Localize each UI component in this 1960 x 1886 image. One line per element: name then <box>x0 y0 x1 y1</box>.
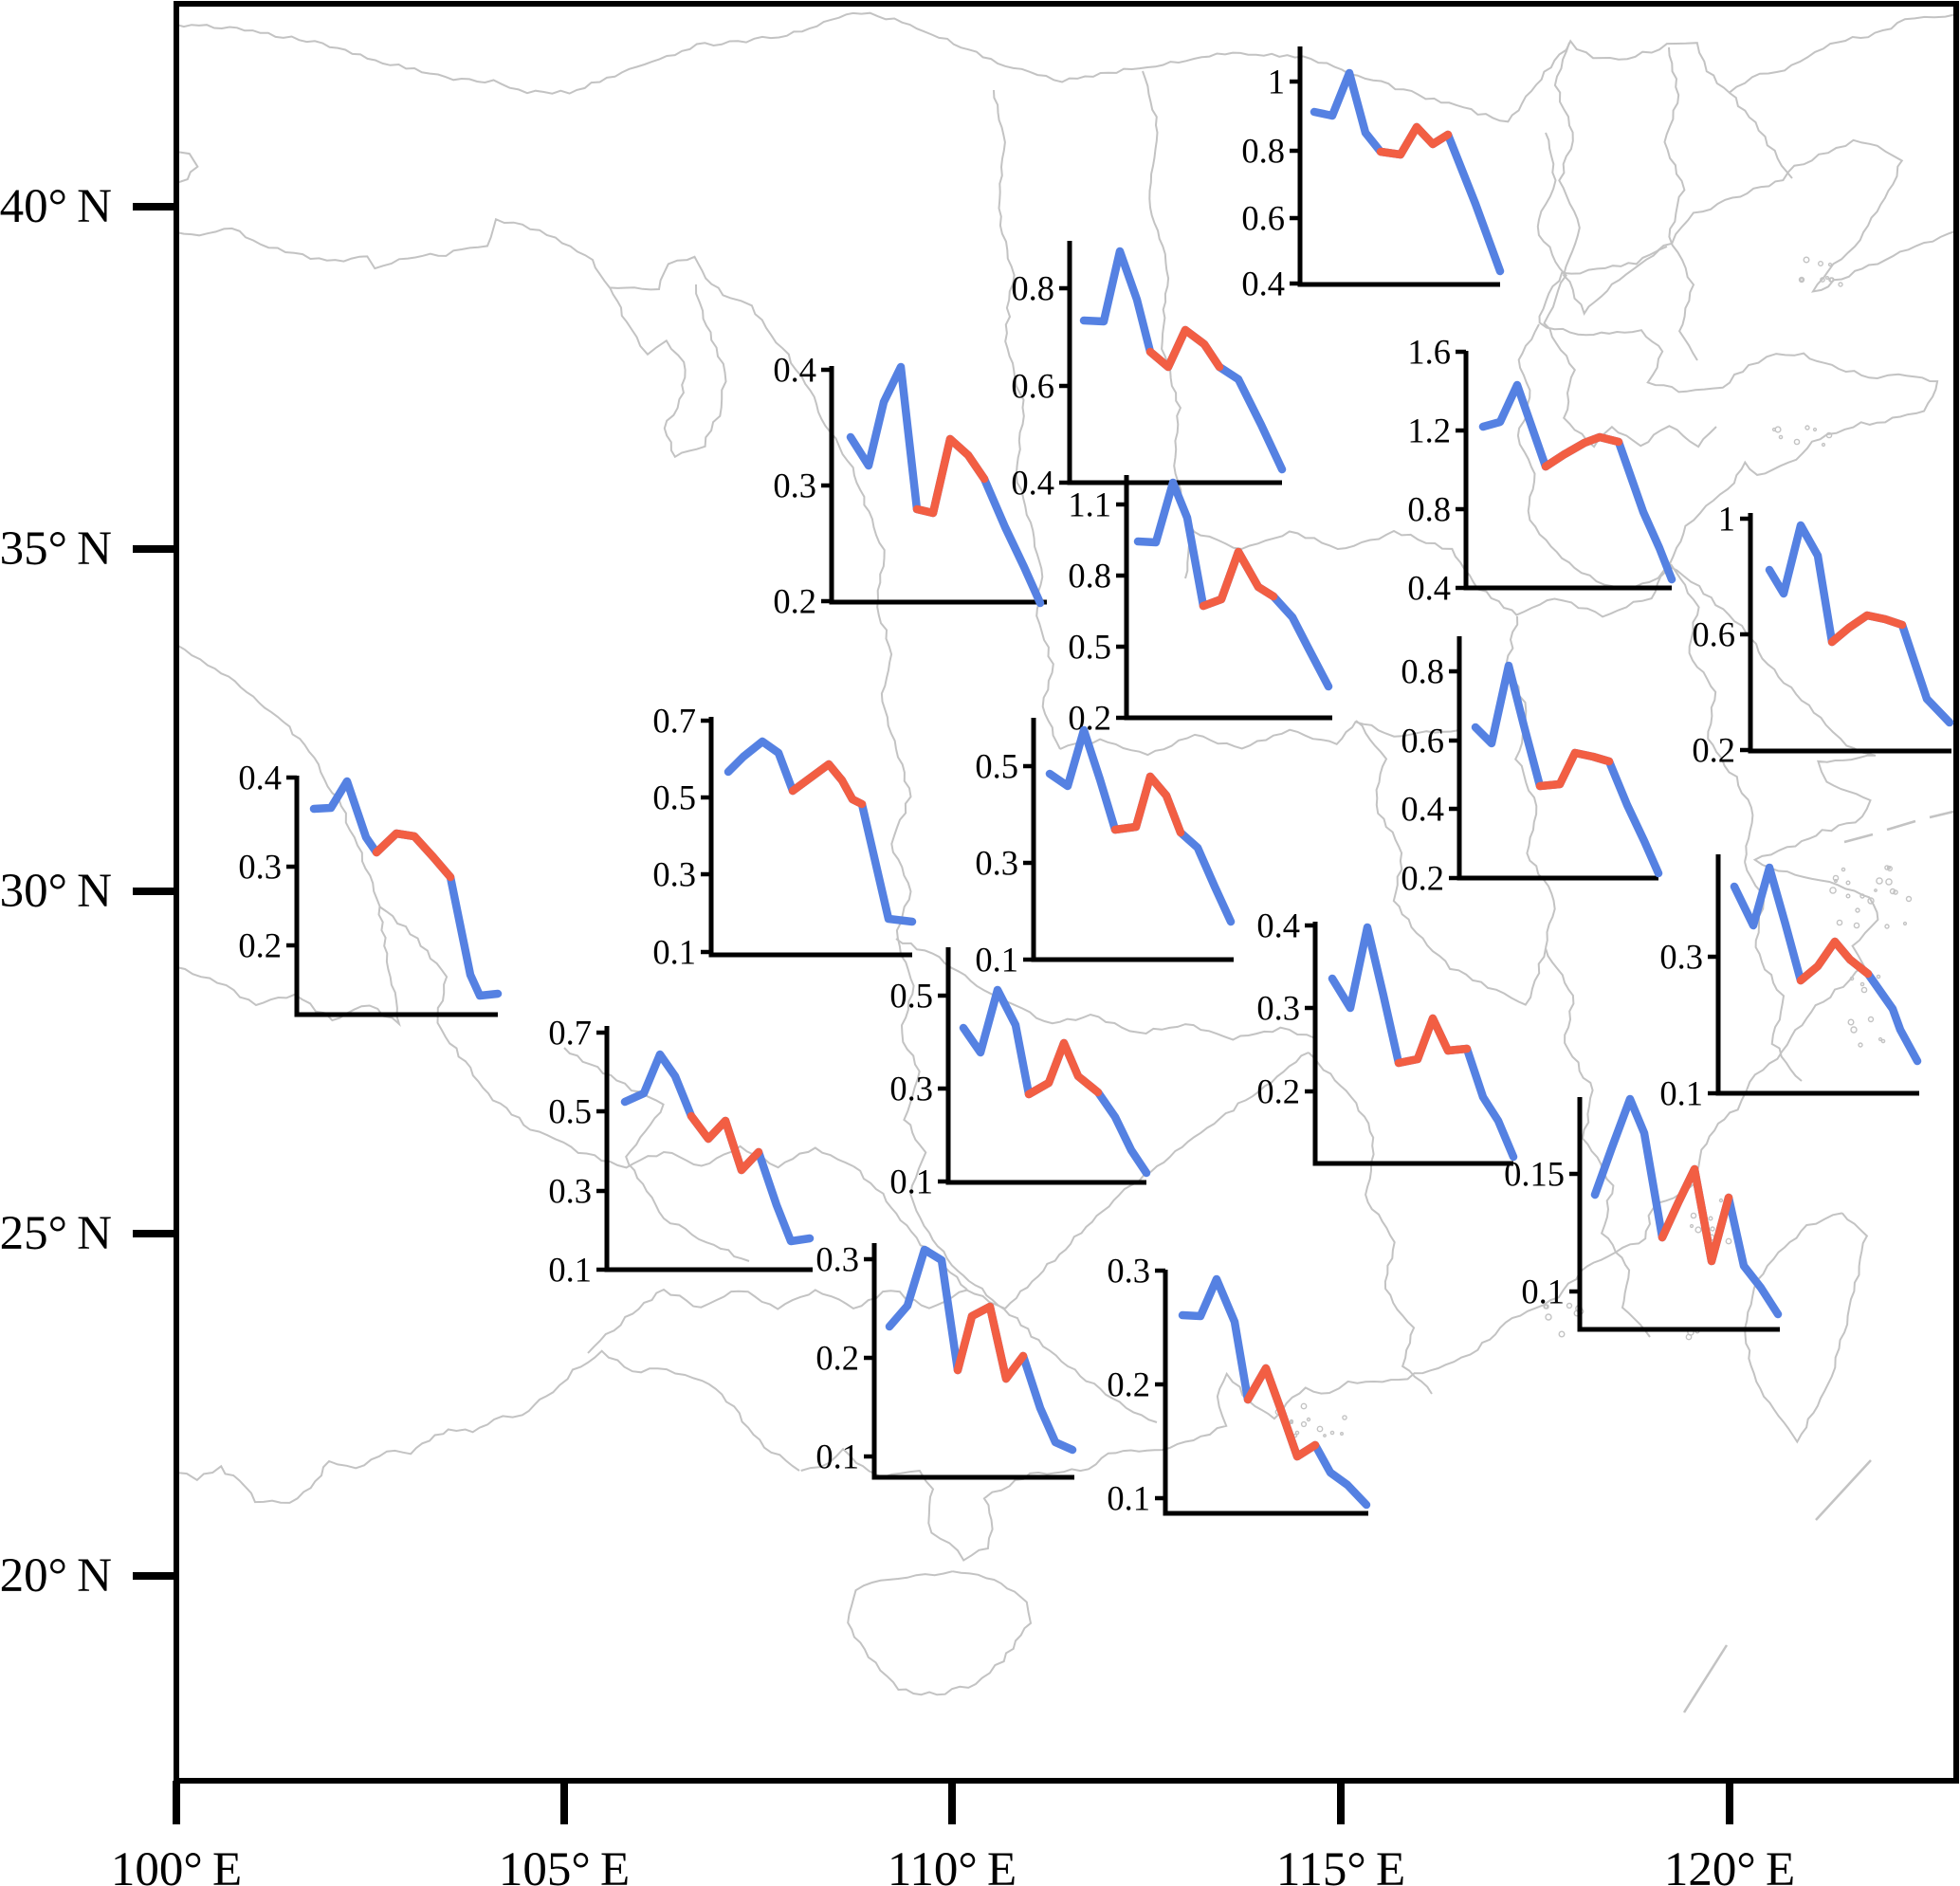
svg-text:0.4: 0.4 <box>1401 790 1444 829</box>
svg-text:0.5: 0.5 <box>889 977 933 1016</box>
svg-text:0.3: 0.3 <box>773 467 816 505</box>
svg-text:0.5: 0.5 <box>548 1092 592 1131</box>
svg-text:0.1: 0.1 <box>815 1437 859 1476</box>
svg-text:0.4: 0.4 <box>773 351 816 390</box>
svg-text:0.1: 0.1 <box>889 1163 933 1201</box>
svg-text:0.2: 0.2 <box>1692 731 1735 770</box>
svg-text:0.2: 0.2 <box>773 582 816 621</box>
svg-text:1.1: 1.1 <box>1068 485 1111 524</box>
svg-text:1: 1 <box>1718 500 1735 539</box>
svg-text:0.3: 0.3 <box>975 844 1018 883</box>
svg-text:0.2: 0.2 <box>1256 1072 1300 1111</box>
svg-text:0.8: 0.8 <box>1241 132 1285 171</box>
svg-text:35° N: 35° N <box>0 522 112 576</box>
svg-text:0.5: 0.5 <box>1068 628 1111 667</box>
svg-text:0.4: 0.4 <box>238 759 282 797</box>
svg-text:0.1: 0.1 <box>1521 1273 1565 1311</box>
svg-text:0.3: 0.3 <box>1256 989 1300 1028</box>
svg-text:0.6: 0.6 <box>1011 367 1054 406</box>
svg-text:100° E: 100° E <box>111 1843 242 1886</box>
svg-text:1: 1 <box>1268 63 1285 101</box>
svg-text:30° N: 30° N <box>0 865 112 918</box>
svg-text:0.2: 0.2 <box>1401 859 1444 898</box>
svg-text:0.15: 0.15 <box>1504 1155 1565 1194</box>
svg-text:0.4: 0.4 <box>1407 569 1451 608</box>
svg-text:0.8: 0.8 <box>1407 490 1451 529</box>
svg-text:0.7: 0.7 <box>652 702 696 741</box>
svg-text:1.2: 1.2 <box>1407 412 1451 450</box>
svg-text:0.1: 0.1 <box>652 933 696 972</box>
svg-text:40° N: 40° N <box>0 180 112 233</box>
svg-text:0.5: 0.5 <box>652 778 696 817</box>
svg-text:0.3: 0.3 <box>1107 1252 1150 1291</box>
svg-text:0.3: 0.3 <box>889 1070 933 1108</box>
svg-text:0.6: 0.6 <box>1401 722 1444 760</box>
svg-text:0.2: 0.2 <box>1107 1365 1150 1404</box>
svg-text:0.7: 0.7 <box>548 1014 592 1053</box>
svg-text:0.2: 0.2 <box>238 926 282 965</box>
svg-text:0.1: 0.1 <box>1107 1479 1150 1518</box>
svg-text:0.3: 0.3 <box>652 855 696 894</box>
svg-text:0.4: 0.4 <box>1011 464 1054 503</box>
svg-text:0.6: 0.6 <box>1241 199 1285 238</box>
svg-text:0.1: 0.1 <box>975 941 1018 980</box>
svg-text:0.1: 0.1 <box>1659 1074 1703 1113</box>
svg-text:0.4: 0.4 <box>1241 265 1285 303</box>
svg-text:20° N: 20° N <box>0 1549 112 1602</box>
svg-text:0.1: 0.1 <box>548 1251 592 1290</box>
svg-text:0.3: 0.3 <box>238 848 282 887</box>
svg-text:25° N: 25° N <box>0 1207 112 1260</box>
svg-text:0.8: 0.8 <box>1068 557 1111 595</box>
svg-text:1.6: 1.6 <box>1407 333 1451 372</box>
svg-text:0.4: 0.4 <box>1256 906 1300 945</box>
svg-text:0.3: 0.3 <box>548 1172 592 1211</box>
svg-text:105° E: 105° E <box>499 1843 630 1886</box>
svg-text:0.5: 0.5 <box>975 747 1018 786</box>
svg-text:110° E: 110° E <box>888 1843 1017 1886</box>
svg-text:0.3: 0.3 <box>815 1240 859 1279</box>
svg-text:0.2: 0.2 <box>1068 699 1111 738</box>
svg-text:0.8: 0.8 <box>1401 652 1444 691</box>
svg-text:120° E: 120° E <box>1664 1843 1795 1886</box>
svg-text:115° E: 115° E <box>1276 1843 1405 1886</box>
svg-text:0.2: 0.2 <box>815 1339 859 1378</box>
svg-text:0.3: 0.3 <box>1659 938 1703 977</box>
svg-text:0.6: 0.6 <box>1692 615 1735 654</box>
svg-text:0.8: 0.8 <box>1011 269 1054 308</box>
